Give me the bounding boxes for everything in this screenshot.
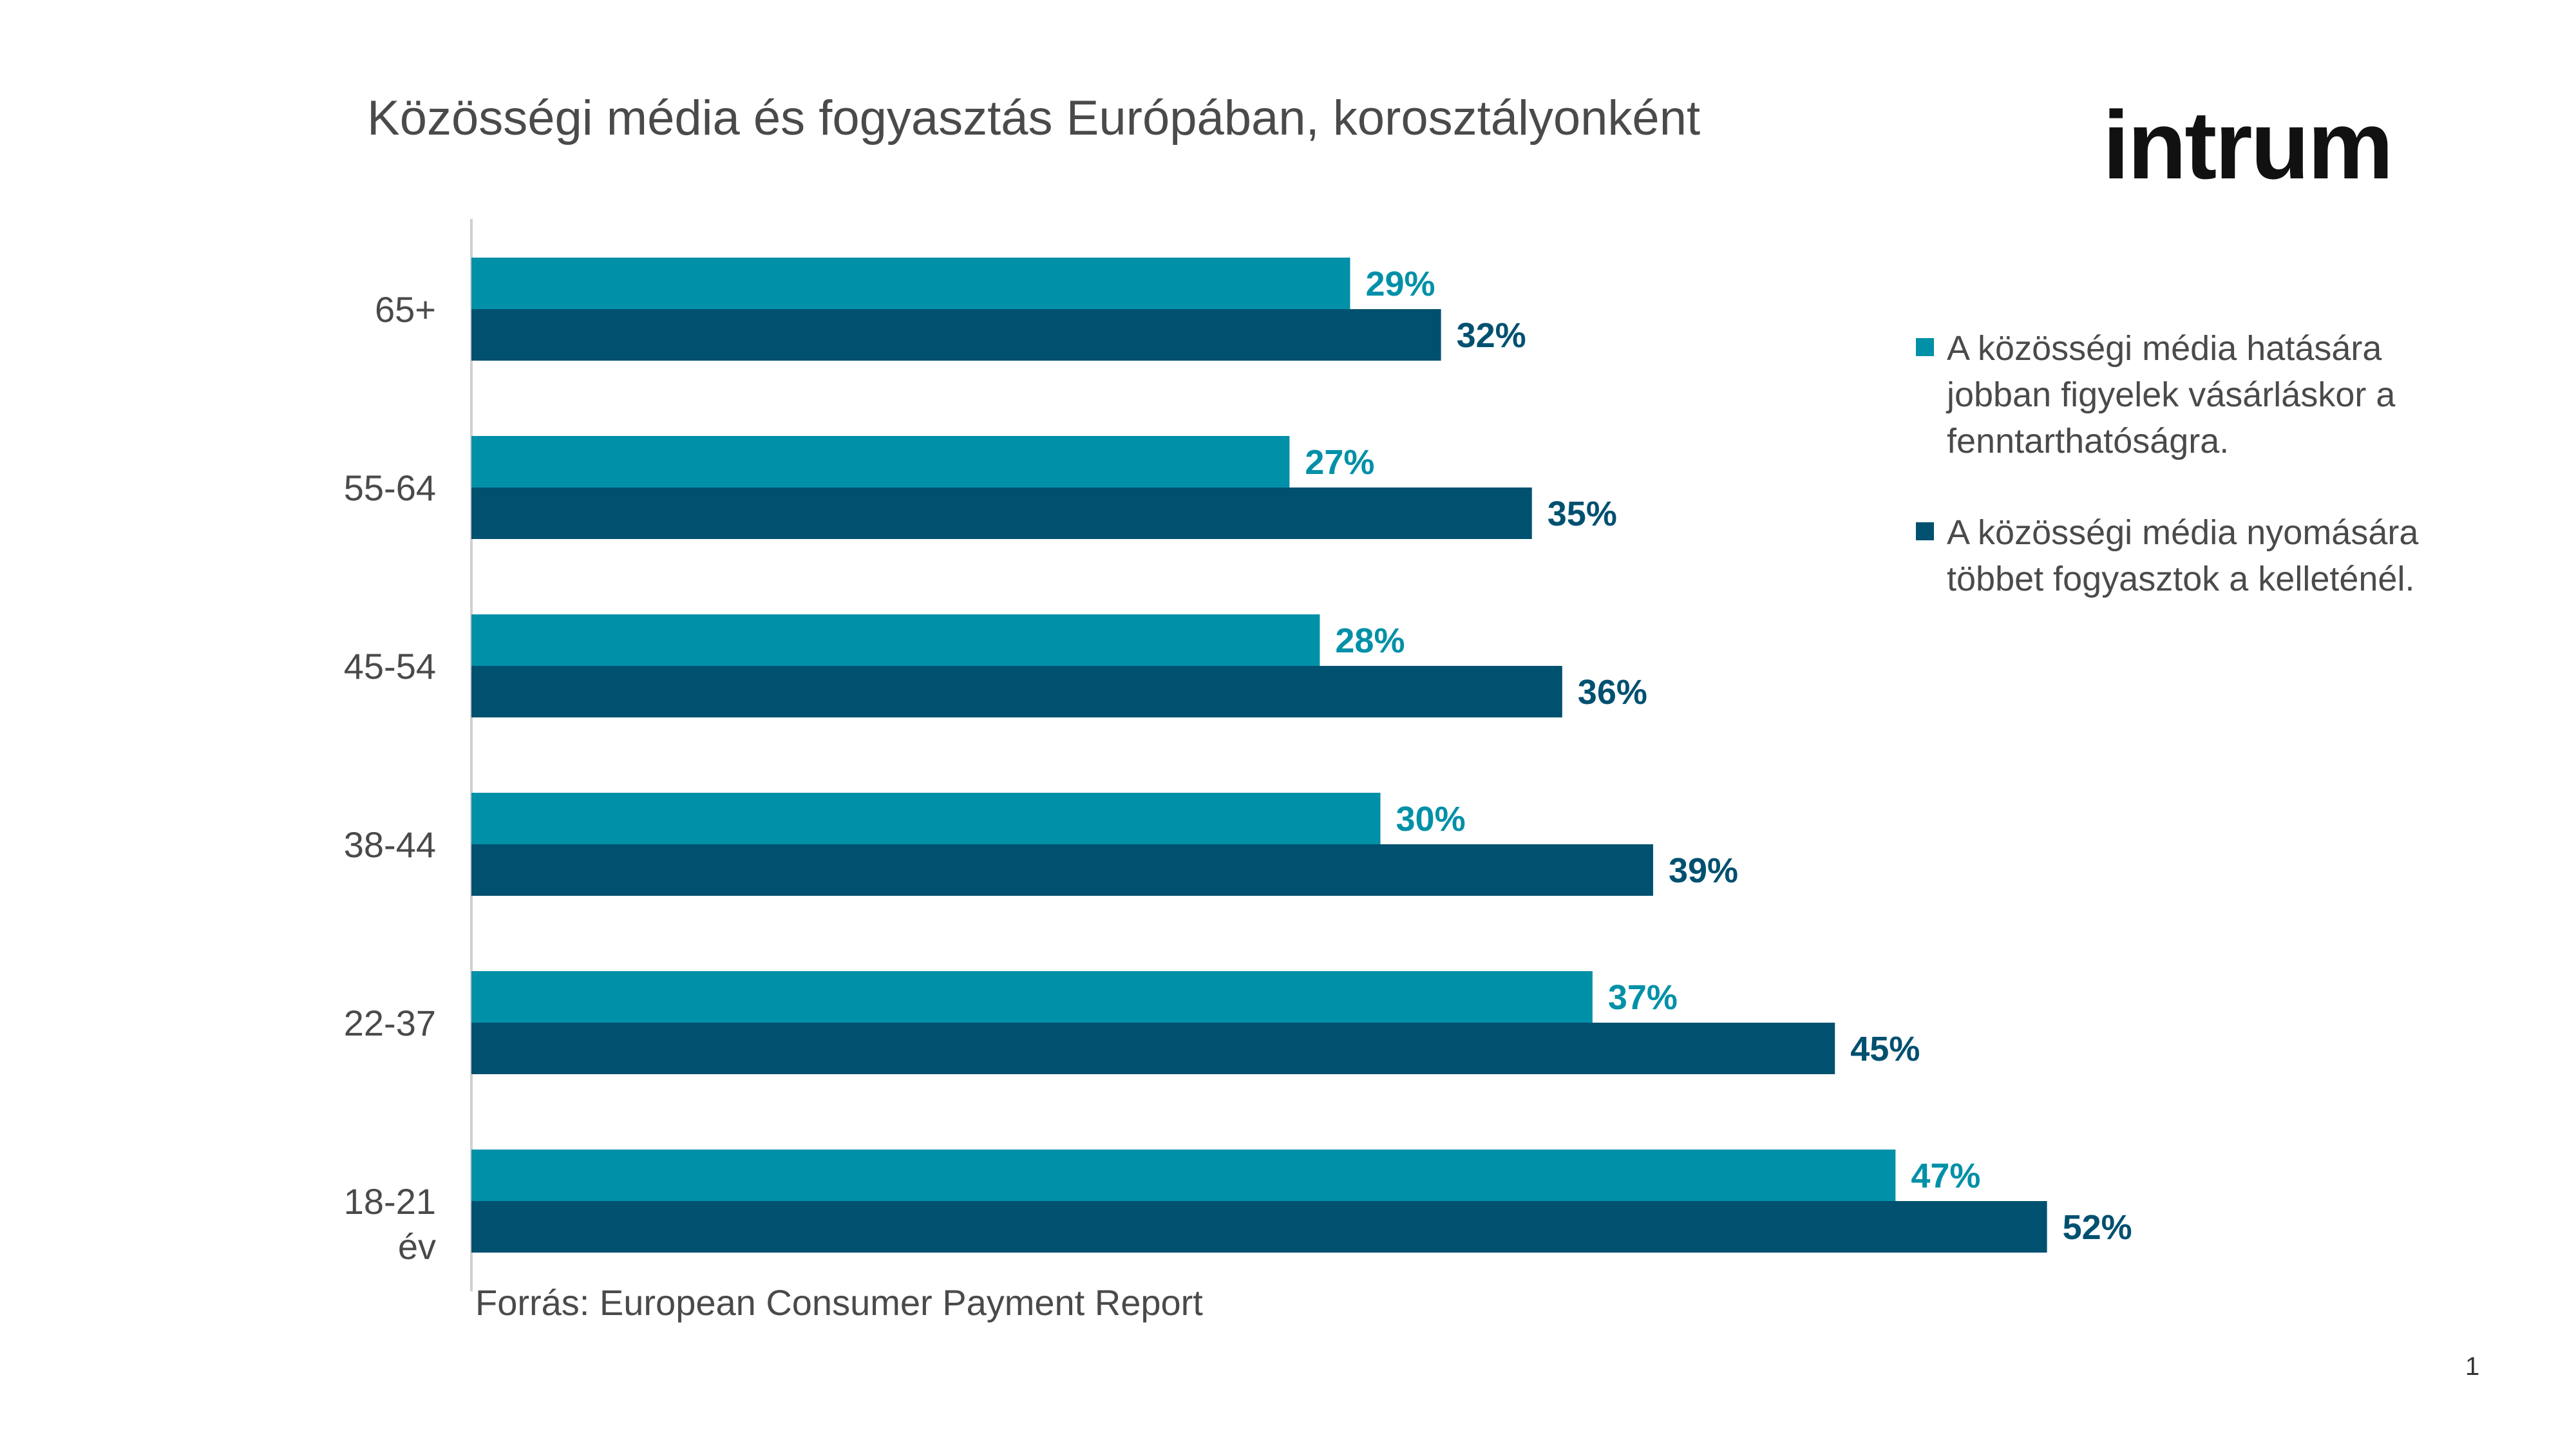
- category-label: 22-37: [344, 1003, 436, 1043]
- data-label-series2: 45%: [1850, 1030, 1920, 1068]
- bar-series1: [471, 436, 1290, 488]
- legend-swatch-series1: [1916, 338, 1934, 356]
- legend-item-series1: A közösségi média hatására jobban figyel…: [1916, 325, 2496, 464]
- bar-series2: [471, 488, 1532, 539]
- data-label-series1: 29%: [1365, 265, 1435, 303]
- legend-label-series2: A közösségi média nyomására többet fogya…: [1947, 513, 2419, 598]
- category-label: 45-54: [344, 646, 436, 687]
- data-label-series1: 27%: [1305, 443, 1374, 482]
- bar-series2: [471, 309, 1441, 361]
- legend-swatch-series2: [1916, 522, 1934, 540]
- data-label-series1: 47%: [1911, 1157, 1980, 1195]
- data-label-series2: 39%: [1669, 851, 1738, 890]
- data-label-series1: 30%: [1396, 800, 1466, 838]
- bar-series2: [471, 666, 1562, 717]
- legend-item-series2: A közösségi média nyomására többet fogya…: [1916, 509, 2496, 602]
- bar-series2: [471, 844, 1653, 896]
- bar-series1: [471, 1150, 1896, 1201]
- intrum-logo: intrum: [2103, 91, 2394, 199]
- data-label-series2: 32%: [1457, 316, 1526, 355]
- bar-series1: [471, 614, 1320, 666]
- data-label-series1: 37%: [1608, 978, 1678, 1017]
- data-label-series2: 52%: [2063, 1208, 2132, 1247]
- category-label: 55-64: [344, 468, 436, 508]
- bar-series2: [471, 1201, 2047, 1253]
- category-label: 38-44: [344, 824, 436, 865]
- legend-label-series1: A közösségi média hatására jobban figyel…: [1947, 329, 2396, 460]
- bar-series1: [471, 258, 1350, 309]
- chart-title: Közösségi média és fogyasztás Európában,…: [367, 91, 1701, 146]
- bar-series2: [471, 1023, 1835, 1074]
- bar-series1: [471, 793, 1381, 844]
- source-note: Forrás: European Consumer Payment Report: [475, 1282, 1203, 1323]
- data-label-series1: 28%: [1335, 621, 1405, 660]
- data-label-series2: 36%: [1578, 673, 1647, 712]
- bar-series1: [471, 971, 1593, 1023]
- category-label: 65+: [375, 289, 436, 330]
- legend: A közösségi média hatására jobban figyel…: [1916, 325, 2496, 647]
- data-label-series2: 35%: [1548, 495, 1617, 533]
- category-label: 18-21 év: [344, 1181, 436, 1267]
- page-number: 1: [2465, 1352, 2480, 1381]
